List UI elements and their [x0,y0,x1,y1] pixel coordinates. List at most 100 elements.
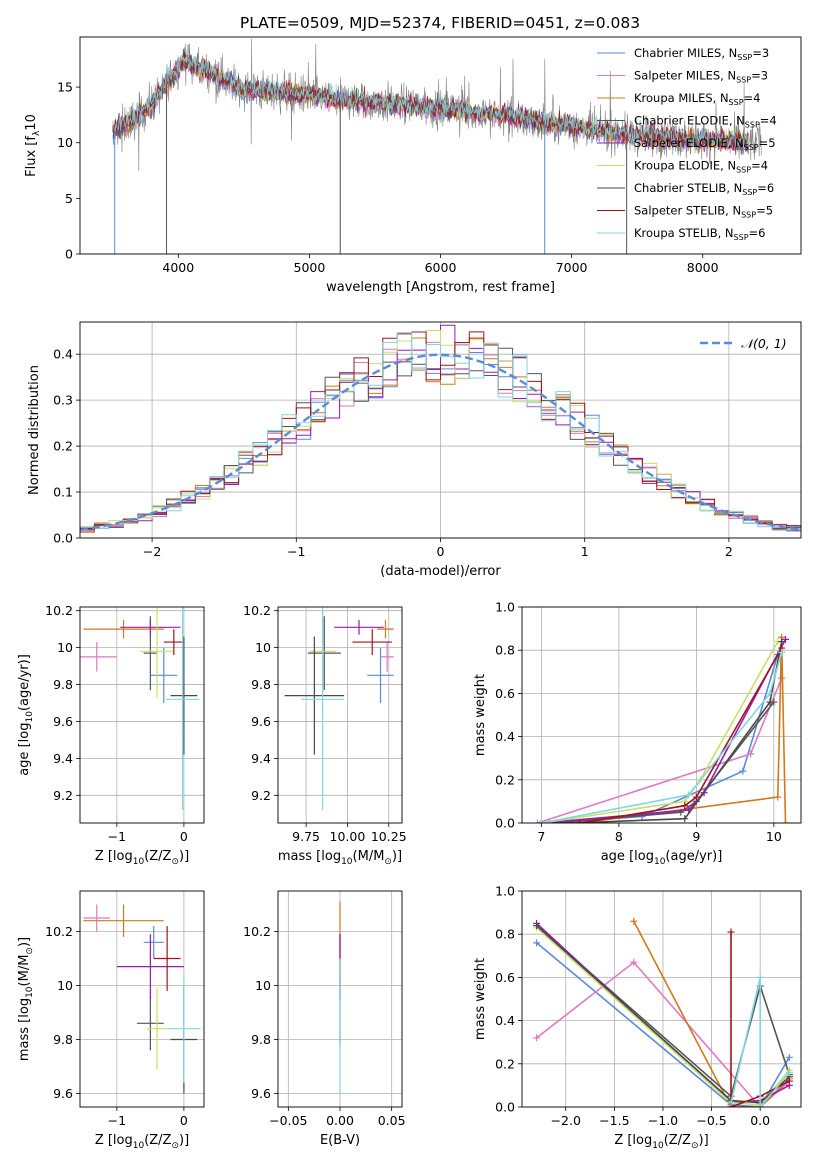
y-tick-label: 0.1 [53,485,73,500]
chart-mass_vs_ebv: −0.05 0.00 0.05 9.6 9.8 10 10.2 E(B-V) [243,890,406,1148]
x-tick-label: 10.25 [371,829,407,844]
label-part: )] [392,849,402,864]
x-tick-label: 7 [537,829,545,844]
x-tick-label: 0.05 [378,1113,406,1128]
y-tick-label: 9.6 [251,1086,271,1101]
label-part: =4 [751,159,768,173]
y-axis-label: mass weight [473,958,488,1040]
subscript: 10 [652,1141,664,1151]
plot-area [80,324,801,533]
errorbar-salpeter_elodie [334,619,384,635]
y-tick-label: 0.0 [495,816,515,831]
x-tick-label: 8000 [687,260,719,275]
x-tick-label: −1 [108,1113,126,1128]
y-tick-label: 10 [57,135,73,150]
y-tick-label: 5 [65,191,73,206]
label-part: =5 [756,204,773,218]
x-tick-label: −0.5 [696,1113,726,1128]
series-line [730,977,790,1107]
errorbar-salpeter_elodie [120,619,181,635]
y-tick-label: 9.8 [251,677,271,692]
x-tick-label: −2.0 [551,1113,581,1128]
series-marker [766,689,774,697]
series-marker [778,648,786,656]
label-part: age [log [17,723,32,776]
series-marker [681,815,689,823]
errorbar-kroupa_elodie [140,607,174,698]
label-part: Salpeter MILES, N [634,69,736,83]
legend-label: Chabrier STELIB, NSSP=6 [634,181,774,197]
y-tick-label: 0.4 [495,729,515,744]
chart-age_vs_mass: 9.75 10.00 10.25 9.2 9.4 9.6 9.8 10 10.2 mass [lo… [243,603,407,867]
legend-label: 𝒩(0, 1) [741,336,787,351]
errorbar-salpeter_miles [80,642,117,672]
legend-label: Chabrier ELODIE, NSSP=4 [634,114,777,130]
y-tick-label: 10.2 [45,924,73,939]
subscript: SSP [737,53,752,62]
y-axis-label: Normed distribution [27,365,42,495]
axes-frame [521,606,802,824]
errorbar-salpeter_stelib [163,629,184,655]
label-part: )] [699,1133,709,1148]
series-marker [692,793,700,801]
x-axis-label: age [log10(age/yr)] [601,849,723,867]
legend-label: Kroupa ELODIE, NSSP=4 [634,159,768,175]
label-part: Z [log [614,1133,652,1148]
y-tick-label: 1.0 [495,884,515,899]
label-part: Chabrier ELODIE, N [634,114,745,128]
series-marker [766,698,774,706]
subscript: SSP [736,166,751,175]
subscript: SSP [741,211,756,220]
label-part: Kroupa MILES, N [634,91,729,105]
y-tick-label: 0.2 [495,772,515,787]
x-tick-label: 0 [437,544,445,559]
plot-area [83,904,201,1094]
label-part: =3 [752,46,769,60]
x-axis-label: mass [log10(M/M⊙)] [278,849,402,867]
y-tick-label: 10 [255,978,271,993]
plot-area [112,38,762,254]
y-tick-label: 10 [57,978,73,993]
subscript: ⊙ [171,1141,179,1151]
subscript: ⊙ [171,857,179,867]
label-part: mass [log [17,998,32,1061]
plot-area [534,633,789,823]
histogram-salpeter_stelib [80,331,801,530]
chart-spectrum: 4000 5000 6000 7000 8000 0 5 10 15 Chabrier MILES… [24,36,802,295]
x-tick-label: 2 [725,544,733,559]
y-tick-label: 10 [255,640,271,655]
label-part: =6 [749,226,766,240]
axes-frame [521,890,802,1108]
label-part: (Z/Z [144,849,171,864]
label-part: =5 [759,136,776,150]
x-tick-label: −1.5 [599,1113,629,1128]
axes-frame [277,890,403,1108]
label-part: Salpeter STELIB, N [634,204,741,218]
chart-weight_vs_Z: −2.0 −1.5 −1.0 −0.5 0.0 0.0 0.2 0.4 0.6 0.8 1.0 mas… [473,884,802,1151]
y-tick-label: 9.4 [53,751,73,766]
x-tick-label: 6000 [425,260,457,275]
y-tick-label: 0.2 [495,1056,515,1071]
series-line [536,942,790,1107]
label-part: age [log [601,849,654,864]
series-marker [630,917,638,925]
errorbar-kroupa_stelib [301,607,345,811]
y-axis-label: mass [log10(M/M⊙)] [17,937,35,1061]
x-tick-label: −2 [143,544,161,559]
x-tick-label: 7000 [556,260,588,275]
series-marker [568,819,576,823]
label-part: 10 [24,114,39,131]
x-axis-label: Z [log10(Z/Z⊙)] [95,1133,189,1151]
errorbar-kroupa_stelib [167,974,201,1083]
label-part: (M/M [17,955,32,987]
series-marker [785,1077,793,1085]
x-tick-label: 10.00 [330,829,366,844]
x-tick-label: 4000 [162,260,194,275]
label-part: )] [17,937,32,947]
series-marker [576,819,584,823]
x-axis-label: Z [log10(Z/Z⊙)] [95,849,189,867]
y-tick-label: 0.0 [495,1100,515,1115]
series-salpeter_stelib [576,644,786,823]
